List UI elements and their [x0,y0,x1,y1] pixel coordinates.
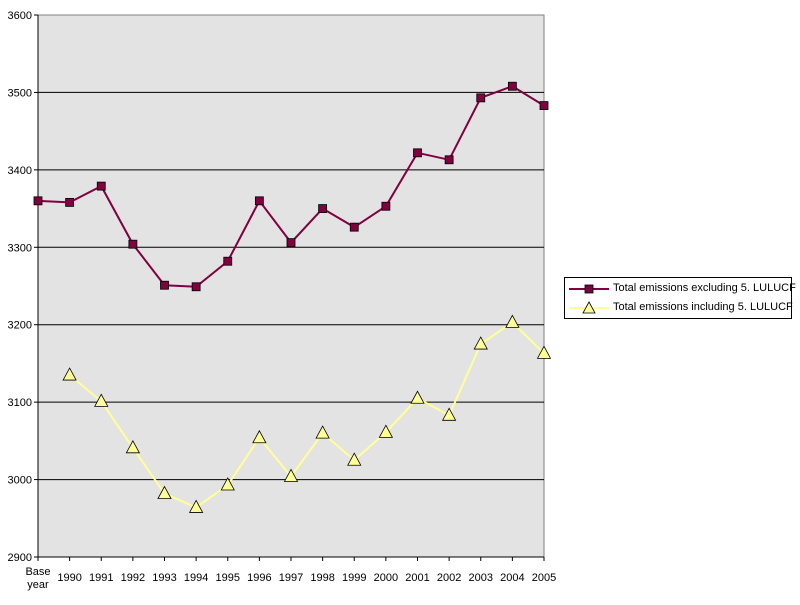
data-point-triangle [441,407,457,421]
y-tick-label: 3100 [8,397,32,409]
x-tick-label: 2004 [500,572,524,584]
y-tick-label: 3500 [8,87,32,99]
data-point-square [96,181,106,191]
data-point-square [191,282,201,292]
data-point-triangle [94,393,109,407]
data-point-square [65,197,75,207]
data-point-triangle [283,468,299,482]
data-point-square [286,238,296,248]
legend-swatch-triangle-icon [569,301,609,314]
data-point-square [381,201,391,211]
x-tick-label: 1994 [184,572,208,584]
data-point-square [223,256,233,266]
data-point-triangle [315,425,330,439]
x-tick-label: 1997 [279,572,303,584]
x-tick-label: 1992 [121,572,145,584]
x-tick-label: year [27,579,49,591]
x-tick-label: 1993 [152,572,176,584]
data-point-triangle [536,345,552,359]
data-point-square [413,148,422,158]
data-point-triangle [410,390,425,404]
data-point-square [128,239,138,249]
legend-swatch-square-icon [569,284,609,294]
data-point-square [539,101,549,110]
data-point-triangle [220,477,235,491]
data-point-triangle [62,367,77,381]
plot-area [37,14,545,558]
data-point-square [254,196,264,206]
x-tick-label: 1995 [216,572,240,584]
x-tick-label: Base [25,566,50,578]
legend-label-excluding: Total emissions excluding 5. LULUCF [613,282,796,294]
data-point-triangle [505,314,520,328]
y-tick-label: 3400 [8,165,32,177]
data-point-triangle [252,429,267,444]
y-tick-label: 2900 [8,552,32,564]
legend: Total emissions excluding 5. LULUCF Tota… [564,277,796,319]
series-line-1 [68,321,545,509]
y-tick-label: 3300 [8,242,32,254]
data-point-triangle [378,424,394,438]
x-tick-label: 2003 [469,572,493,584]
x-tick-label: 2001 [405,572,429,584]
data-point-triangle [188,499,204,513]
data-point-square [318,204,328,213]
x-tick-label: 1991 [89,572,113,584]
data-point-square [476,93,486,103]
legend-entry-including: Total emissions including 5. LULUCF [565,299,793,317]
data-point-square [33,196,43,206]
data-point-triangle [347,452,362,466]
x-tick-label: 2005 [532,572,556,584]
data-point-square [160,280,169,290]
x-tick-label: 2002 [437,572,461,584]
y-tick-label: 3000 [8,475,32,487]
x-tick-label: 1996 [247,572,271,584]
x-tick-label: 1999 [342,572,366,584]
data-point-triangle [473,336,488,350]
data-point-triangle [125,439,141,454]
x-tick-label: 1990 [57,572,81,584]
x-tick-label: 1998 [310,572,334,584]
data-point-square [444,155,454,165]
data-point-square [507,81,517,91]
y-tick-label: 3200 [8,320,32,332]
legend-label-including: Total emissions including 5. LULUCF [613,301,793,313]
y-tick-label: 3600 [8,10,32,22]
data-point-triangle [157,485,172,499]
legend-entry-excluding: Total emissions excluding 5. LULUCF [565,280,796,298]
x-tick-label: 2000 [374,572,398,584]
data-point-square [349,222,359,232]
